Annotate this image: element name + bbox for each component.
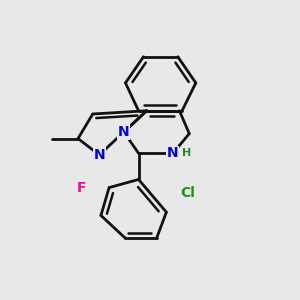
Text: F: F	[76, 181, 86, 195]
Text: N: N	[118, 125, 130, 139]
Text: N: N	[94, 148, 105, 162]
Text: Cl: Cl	[180, 185, 195, 200]
Text: N: N	[167, 146, 179, 160]
Text: H: H	[182, 148, 191, 158]
